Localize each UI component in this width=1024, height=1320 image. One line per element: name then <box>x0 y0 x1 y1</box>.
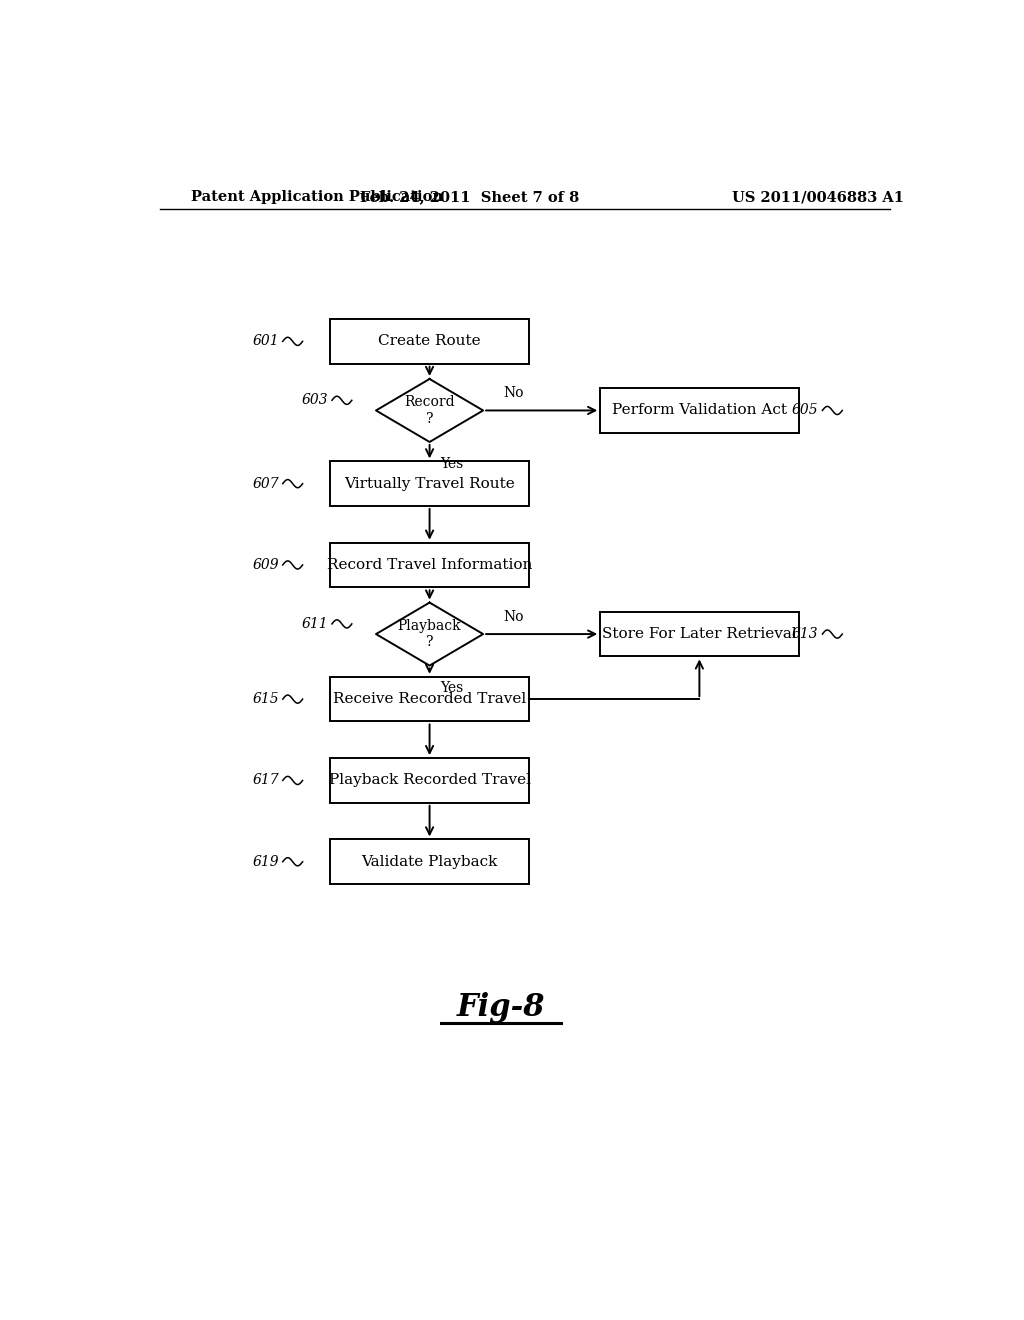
Text: 603: 603 <box>301 393 328 408</box>
Text: Virtually Travel Route: Virtually Travel Route <box>344 477 515 491</box>
FancyBboxPatch shape <box>331 461 528 506</box>
FancyBboxPatch shape <box>331 840 528 884</box>
FancyBboxPatch shape <box>331 543 528 587</box>
FancyBboxPatch shape <box>600 388 799 433</box>
Text: Feb. 24, 2011  Sheet 7 of 8: Feb. 24, 2011 Sheet 7 of 8 <box>359 190 579 205</box>
FancyBboxPatch shape <box>331 319 528 364</box>
Text: Yes: Yes <box>440 457 464 471</box>
Text: Perform Validation Act: Perform Validation Act <box>612 404 786 417</box>
Text: Yes: Yes <box>440 681 464 694</box>
Text: Playback Recorded Travel: Playback Recorded Travel <box>329 774 530 788</box>
Text: 615: 615 <box>252 692 279 706</box>
Text: Validate Playback: Validate Playback <box>361 855 498 869</box>
Text: 619: 619 <box>252 855 279 869</box>
Text: Patent Application Publication: Patent Application Publication <box>191 190 443 205</box>
Text: Receive Recorded Travel: Receive Recorded Travel <box>333 692 526 706</box>
Text: 609: 609 <box>252 558 279 572</box>
Text: Store For Later Retrieval: Store For Later Retrieval <box>602 627 797 642</box>
Text: Playback
?: Playback ? <box>397 619 462 649</box>
Text: 611: 611 <box>301 616 328 631</box>
Text: 613: 613 <box>792 627 818 642</box>
FancyBboxPatch shape <box>331 758 528 803</box>
Text: No: No <box>503 387 523 400</box>
Text: Fig-8: Fig-8 <box>457 991 545 1023</box>
Text: 617: 617 <box>252 774 279 788</box>
Text: 601: 601 <box>252 334 279 348</box>
Text: Record
?: Record ? <box>404 396 455 425</box>
FancyBboxPatch shape <box>331 677 528 722</box>
FancyBboxPatch shape <box>600 611 799 656</box>
Text: 607: 607 <box>252 477 279 491</box>
Text: No: No <box>503 610 523 624</box>
Text: 605: 605 <box>792 404 818 417</box>
Text: US 2011/0046883 A1: US 2011/0046883 A1 <box>732 190 904 205</box>
Text: Create Route: Create Route <box>378 334 481 348</box>
Text: Record Travel Information: Record Travel Information <box>327 558 532 572</box>
